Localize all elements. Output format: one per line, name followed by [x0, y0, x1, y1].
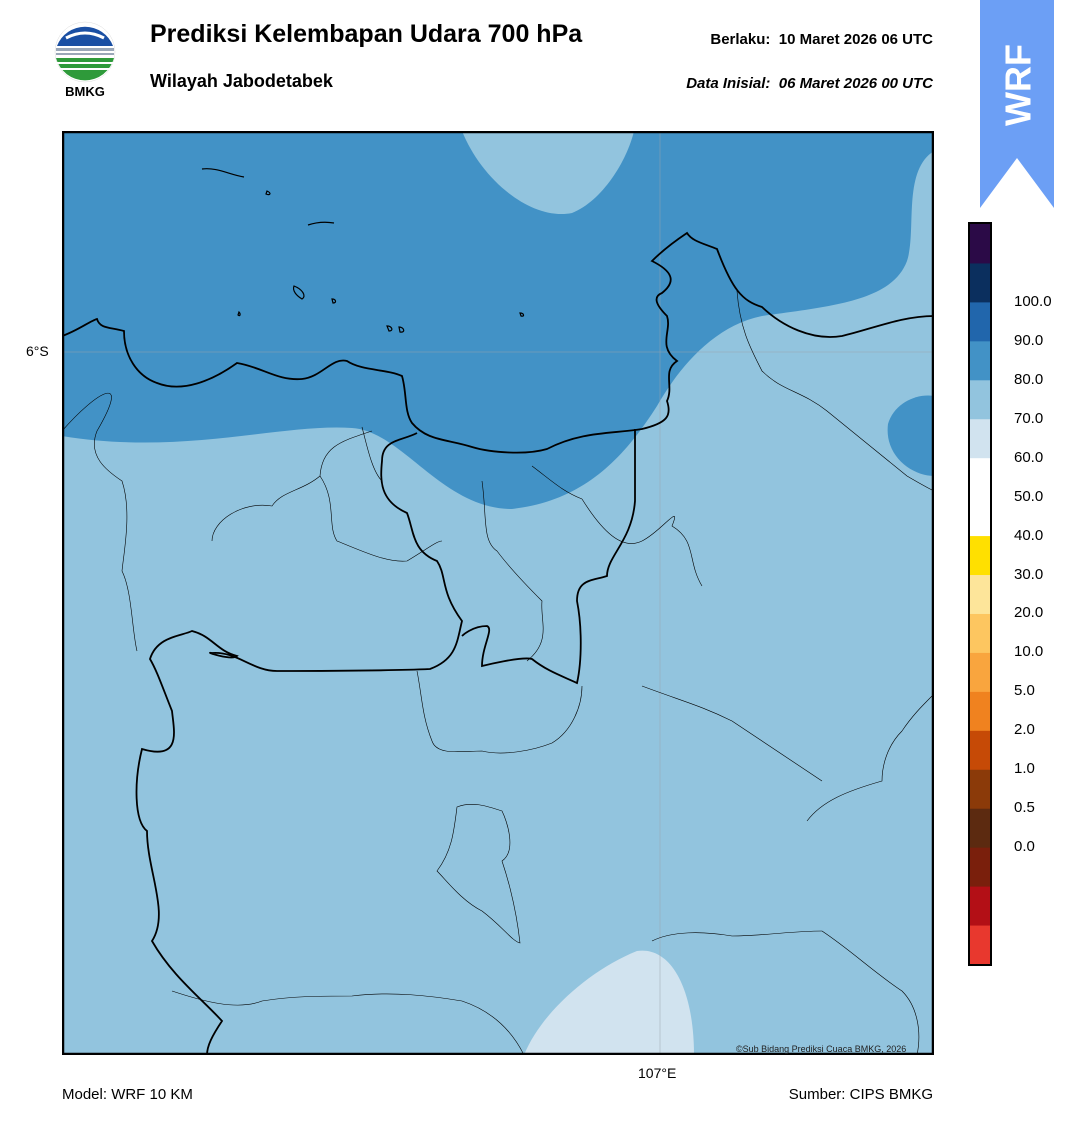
bmkg-logo-icon — [54, 21, 116, 83]
colorbar-segment — [970, 418, 990, 459]
wrf-badge: WRF — [998, 44, 1039, 126]
band-60-70-north-bubble — [462, 131, 634, 215]
colorbar-label: 10.0 — [1014, 643, 1044, 661]
colorbar-label: 30.0 — [1014, 565, 1044, 583]
colorbar-segment — [970, 340, 990, 381]
colorbar-label: 40.0 — [1014, 526, 1044, 544]
colorbar-label: 0.0 — [1014, 838, 1035, 856]
lat-label: 6°S — [26, 343, 49, 359]
district-boundaries — [62, 290, 934, 1055]
colorbar-segment — [970, 730, 990, 770]
colorbar-segment — [970, 847, 990, 887]
colorbar-segment — [970, 652, 990, 692]
colorbar-label: 100.0 — [1014, 292, 1052, 310]
wrf-badge-icon — [980, 0, 1054, 208]
colorbar-segment — [970, 613, 990, 653]
colorbar-label: 90.0 — [1014, 331, 1044, 349]
colorbar-label: 2.0 — [1014, 721, 1035, 739]
humidity-map — [62, 131, 934, 1055]
colorbar-label: 60.0 — [1014, 448, 1044, 466]
logo-text: BMKG — [65, 84, 105, 99]
page-title: Prediksi Kelembapan Udara 700 hPa — [150, 20, 583, 48]
colorbar-segment — [970, 379, 990, 420]
colorbar-label: 1.0 — [1014, 760, 1035, 778]
colorbar-label: 80.0 — [1014, 370, 1044, 388]
band-50-60-south — [524, 950, 694, 1055]
band-70-80-north — [62, 131, 934, 509]
colorbar-segment — [970, 574, 990, 614]
valid-label: Berlaku: — [710, 31, 771, 48]
colorbar-label: 70.0 — [1014, 409, 1044, 427]
province-boundary — [135, 432, 463, 1055]
init-value: 06 Maret 2026 00 UTC — [778, 75, 933, 92]
valid-time: Berlaku: 10 Maret 2026 06 UTC — [710, 31, 933, 48]
valid-value: 10 Maret 2026 06 UTC — [778, 31, 933, 48]
colorbar-segment — [970, 769, 990, 809]
init-label: Data Inisial: — [686, 75, 771, 92]
colorbar-segment — [970, 535, 990, 576]
colorbar-segment — [970, 886, 990, 926]
colorbar-frame — [968, 222, 992, 966]
colorbar-segment — [970, 224, 990, 264]
colorbar-segment — [970, 691, 990, 731]
colorbar-segment — [970, 925, 990, 965]
colorbar-segment — [970, 457, 990, 498]
colorbar-segment — [970, 496, 990, 537]
lon-label: 107°E — [638, 1065, 677, 1081]
band-70-80-east — [887, 395, 934, 476]
source-label: Sumber: CIPS BMKG — [788, 1086, 933, 1103]
map-frame — [62, 131, 934, 1055]
colorbar-label: 5.0 — [1014, 682, 1035, 700]
init-time: Data Inisial: 06 Maret 2026 00 UTC — [686, 75, 933, 92]
coastline — [62, 231, 934, 454]
colorbar-segment — [970, 808, 990, 848]
model-label: Model: WRF 10 KM — [62, 1086, 193, 1103]
province-boundary-east — [461, 429, 636, 685]
colorbar-segment — [970, 301, 990, 342]
colorbar-label: 20.0 — [1014, 604, 1044, 622]
colorbar-label: 50.0 — [1014, 487, 1044, 505]
wrf-badge-label: WRF — [998, 44, 1039, 126]
colorbar-label: 0.5 — [1014, 799, 1035, 817]
copyright-text: ©Sub Bidang Prediksi Cuaca BMKG, 2026 — [736, 1044, 907, 1054]
page-subtitle: Wilayah Jabodetabek — [150, 71, 333, 91]
colorbar-segment — [970, 262, 990, 303]
colorbar — [968, 222, 992, 966]
islands — [201, 168, 525, 333]
